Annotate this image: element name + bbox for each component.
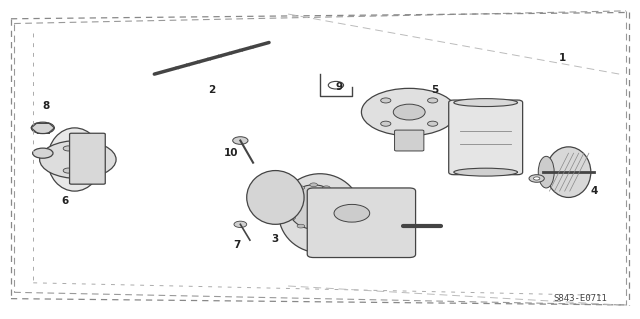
Text: S843-E0711: S843-E0711 — [553, 294, 607, 303]
FancyBboxPatch shape — [307, 188, 415, 257]
Circle shape — [529, 175, 544, 182]
Circle shape — [234, 221, 246, 227]
Circle shape — [332, 194, 340, 198]
FancyBboxPatch shape — [449, 100, 523, 175]
Circle shape — [310, 227, 317, 231]
Circle shape — [334, 204, 370, 222]
Circle shape — [323, 224, 330, 228]
Text: 6: 6 — [61, 196, 68, 206]
Text: 1: 1 — [559, 53, 566, 63]
Text: 10: 10 — [223, 148, 238, 158]
FancyBboxPatch shape — [394, 130, 424, 151]
Circle shape — [297, 224, 305, 228]
Circle shape — [310, 183, 317, 187]
FancyBboxPatch shape — [70, 133, 105, 184]
Ellipse shape — [546, 147, 591, 197]
Circle shape — [534, 177, 540, 180]
Circle shape — [288, 194, 296, 198]
Circle shape — [362, 88, 457, 136]
Ellipse shape — [454, 168, 518, 176]
Circle shape — [288, 216, 296, 220]
Circle shape — [233, 137, 248, 144]
Circle shape — [297, 186, 305, 190]
Text: 4: 4 — [590, 186, 598, 196]
Ellipse shape — [246, 171, 304, 224]
Ellipse shape — [47, 128, 102, 191]
Circle shape — [63, 168, 74, 173]
Text: 3: 3 — [272, 234, 279, 243]
Circle shape — [33, 148, 53, 158]
Ellipse shape — [538, 156, 554, 188]
Circle shape — [381, 98, 391, 103]
Ellipse shape — [278, 174, 362, 253]
Text: 7: 7 — [234, 240, 241, 250]
Circle shape — [40, 141, 116, 178]
Circle shape — [31, 122, 54, 134]
Circle shape — [323, 186, 330, 190]
Text: 2: 2 — [208, 85, 215, 95]
Circle shape — [394, 104, 425, 120]
Ellipse shape — [288, 185, 339, 229]
Ellipse shape — [454, 99, 518, 107]
Circle shape — [284, 205, 292, 209]
Circle shape — [335, 205, 343, 209]
Text: 8: 8 — [42, 101, 50, 111]
Circle shape — [428, 98, 438, 103]
Text: 5: 5 — [431, 85, 438, 95]
Circle shape — [332, 216, 340, 220]
Circle shape — [381, 121, 391, 126]
Circle shape — [63, 146, 74, 151]
Circle shape — [428, 121, 438, 126]
Text: 9: 9 — [335, 82, 342, 92]
